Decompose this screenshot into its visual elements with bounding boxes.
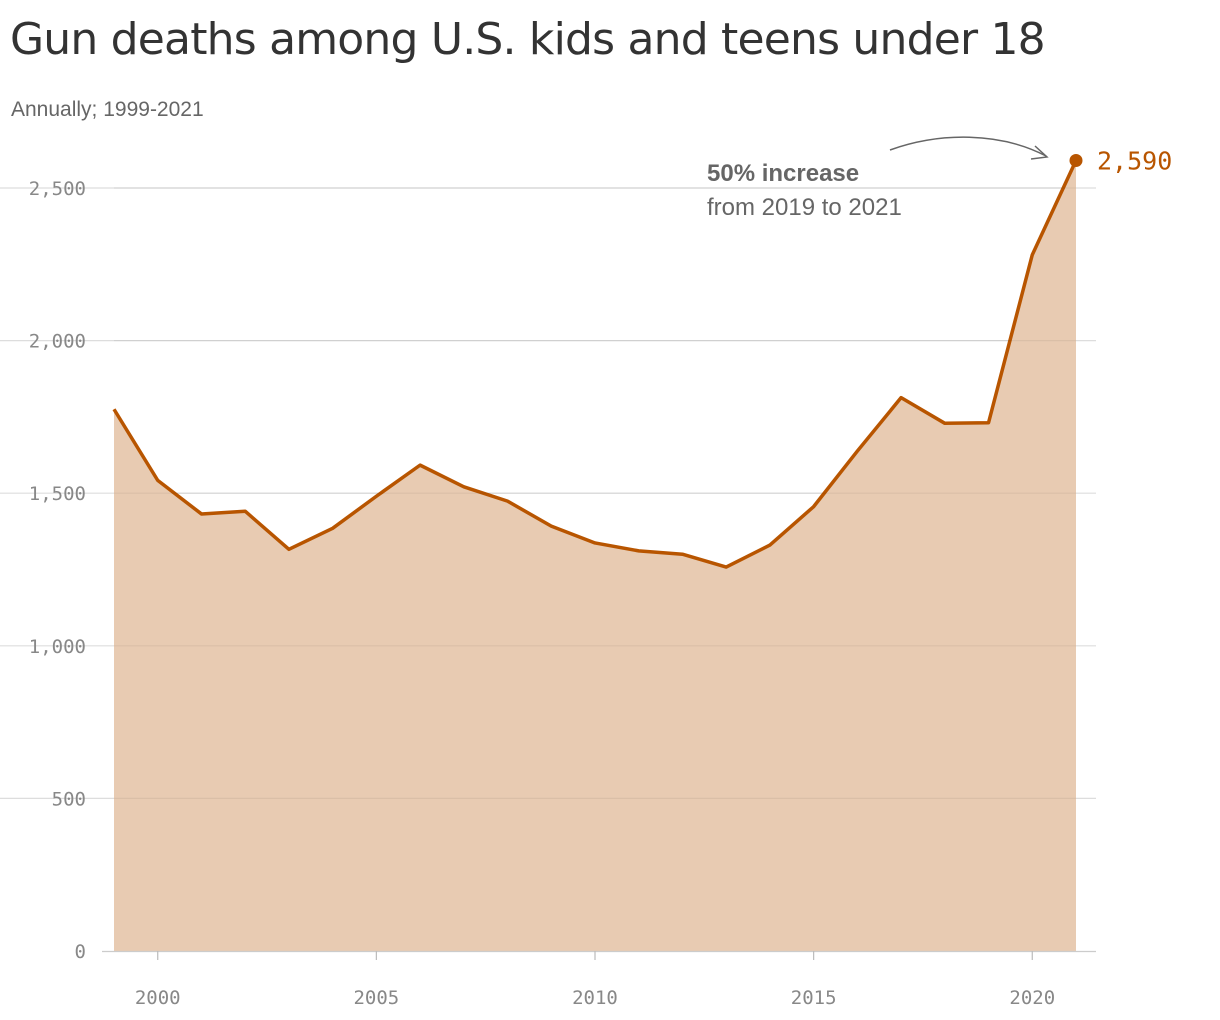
x-tick-label-2000: 2000 [135,987,181,1009]
chart-subtitle: Annually; 1999-2021 [11,98,204,121]
y-tick-label-0: 0 [75,941,86,963]
x-tick-label-2020: 2020 [1009,987,1055,1009]
y-tick-label-1000: 1,000 [29,636,86,658]
y-tick-label-1500: 1,500 [29,483,86,505]
area-fill [114,160,1076,951]
end-point-marker [1069,154,1083,168]
y-tick-label-2500: 2,500 [29,178,86,200]
x-axis: 2000 2005 2010 2015 2020 [135,951,1055,1009]
annotation-line-1: 50% increase [707,160,859,187]
x-tick-label-2015: 2015 [791,987,837,1009]
annotation-line-2: from 2019 to 2021 [707,194,902,221]
y-tick-label-2000: 2,000 [29,331,86,353]
series-line [112,159,1078,569]
annotation-arrow [889,136,1047,157]
x-tick-label-2010: 2010 [572,987,618,1009]
x-tick-label-2005: 2005 [353,987,399,1009]
data-points [114,187,1076,800]
y-axis: 0 500 1,000 1,500 2,000 2,500 [29,178,86,963]
end-value-label: 2,590 [1097,147,1172,176]
y-tick-label-500: 500 [52,788,86,810]
annotation-arrowhead [1030,145,1049,160]
chart-title: Gun deaths among U.S. kids and teens und… [10,14,1046,65]
